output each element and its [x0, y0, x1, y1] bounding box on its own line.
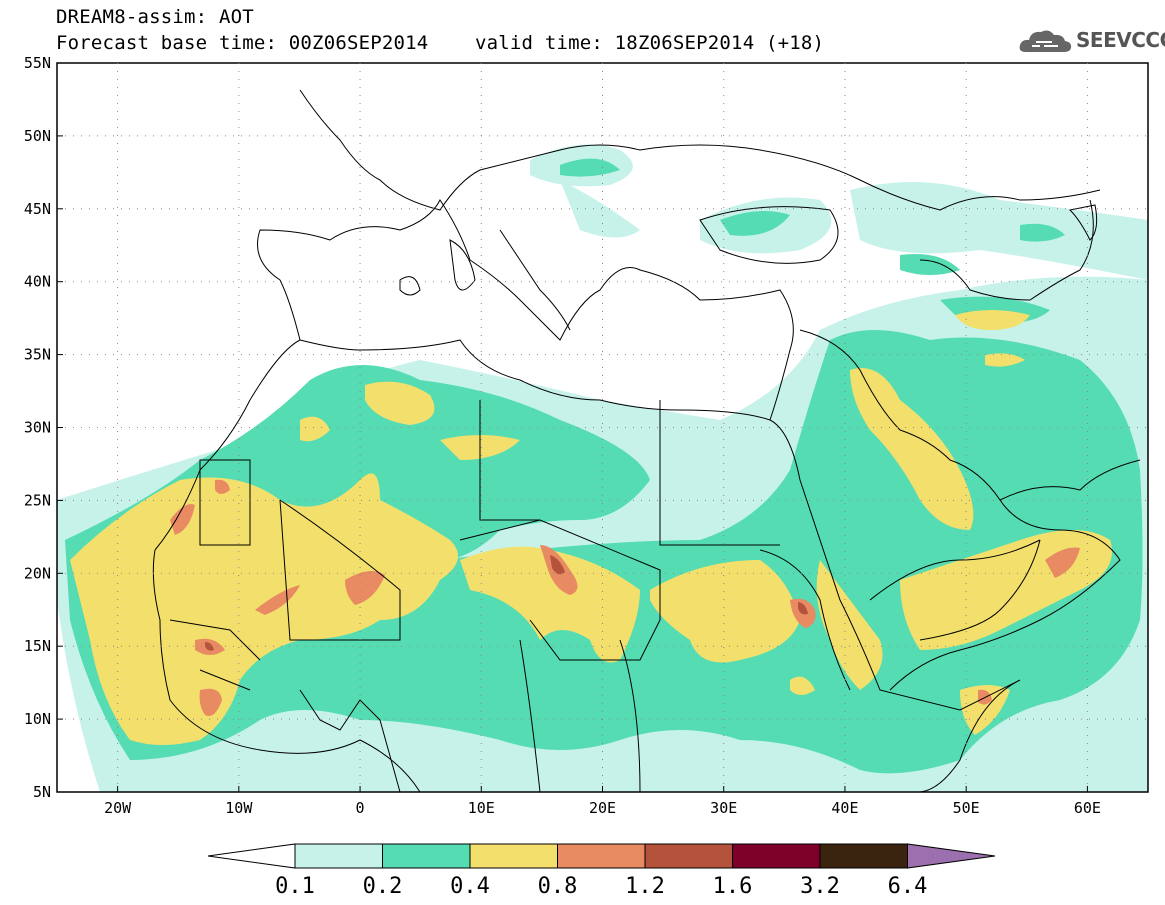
latitude-label: 30N [24, 419, 51, 437]
logo-text: SEEVCCC [1076, 28, 1165, 52]
colorbar-label: 0.8 [538, 874, 578, 899]
colorbar-label: 3.2 [800, 874, 840, 899]
latitude-label: 5N [33, 783, 51, 801]
colorbar-label: 0.2 [363, 874, 403, 899]
latitude-label: 25N [24, 491, 51, 509]
latitude-label: 35N [24, 346, 51, 364]
colorbar-label: 1.2 [625, 874, 665, 899]
colorbar: 0.1 0.2 0.4 0.8 1.2 1.6 3.2 6.4 [207, 843, 996, 899]
colorbar-high-arrow [907, 843, 996, 869]
colorbar-segment [469, 843, 558, 869]
longitude-labels: 20W 10W 0 10E 20E 30E 40E 50E 60E [104, 799, 1101, 817]
latitude-label: 20N [24, 564, 51, 582]
latitude-label: 40N [24, 273, 51, 291]
colorbar-label: 1.6 [713, 874, 753, 899]
colorbar-label: 6.4 [888, 874, 928, 899]
longitude-label: 20W [104, 799, 132, 817]
longitude-label: 40E [831, 799, 858, 817]
colorbar-segment [819, 843, 908, 869]
latitude-labels: 55N 50N 45N 40N 35N 30N 25N 20N 15N 10N 5N [24, 54, 51, 801]
colorbar-label: 0.1 [275, 874, 315, 899]
longitude-label: 10E [468, 799, 495, 817]
seevccc-logo: SEEVCCC [1018, 26, 1165, 56]
coastlines [152, 89, 1141, 792]
longitude-label: 60E [1074, 799, 1101, 817]
longitude-label: 50E [953, 799, 980, 817]
aot-layer-0-8 [170, 479, 1080, 716]
map-title: DREAM8-assim: AOT [56, 6, 254, 28]
colorbar-segment [732, 843, 821, 869]
longitude-label: 30E [710, 799, 737, 817]
latitude-label: 15N [24, 637, 51, 655]
latitude-label: 50N [24, 127, 51, 145]
graticule [57, 62, 1148, 793]
colorbar-segment [294, 843, 383, 869]
latitude-label: 45N [24, 200, 51, 218]
longitude-label: 0 [356, 799, 365, 817]
colorbar-low-arrow [207, 843, 296, 869]
latitude-label: 10N [24, 710, 51, 728]
colorbar-segment [557, 843, 646, 869]
colorbar-segment [644, 843, 733, 869]
forecast-time-line: Forecast base time: 00Z06SEP2014 valid t… [56, 32, 825, 54]
aot-layer-1-2 [205, 555, 808, 651]
latitude-label: 55N [24, 54, 51, 72]
colorbar-label: 0.4 [450, 874, 490, 899]
cloud-logo-icon [1019, 30, 1072, 52]
colorbar-segment [382, 843, 471, 869]
longitude-label: 20E [589, 799, 616, 817]
longitude-label: 10W [225, 799, 253, 817]
